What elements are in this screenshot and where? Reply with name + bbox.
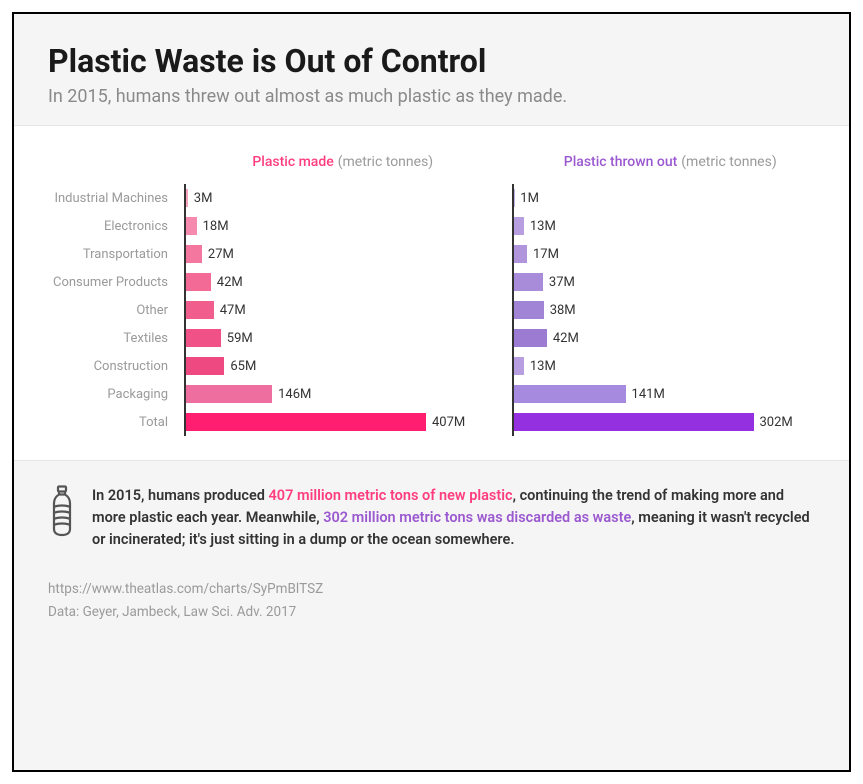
series-name-thrown: Plastic thrown out: [564, 154, 677, 170]
series-units-thrown: (metric tonnes): [681, 154, 776, 170]
category-label: Construction: [34, 352, 174, 380]
bar-value-label: 17M: [533, 247, 559, 262]
source-credit: Data: Geyer, Jambeck, Law Sci. Adv. 2017: [48, 601, 815, 624]
bar-value-label: 3M: [194, 191, 213, 206]
summary-row: In 2015, humans produced 407 million met…: [48, 485, 815, 550]
bar: [514, 217, 524, 235]
header: Plastic Waste is Out of Control In 2015,…: [14, 14, 849, 125]
bar-value-label: 1M: [520, 191, 539, 206]
bar-row: 13M: [514, 212, 830, 240]
category-label: Transportation: [34, 240, 174, 268]
bar: [186, 385, 272, 403]
bar: [186, 413, 426, 431]
category-labels: Industrial MachinesElectronicsTransporta…: [34, 154, 174, 436]
bar: [186, 245, 202, 263]
bottle-icon: [48, 485, 78, 550]
bar-value-label: 65M: [230, 359, 256, 374]
bar: [186, 217, 197, 235]
bar: [514, 329, 547, 347]
bar-value-label: 18M: [203, 219, 229, 234]
bar-row: 407M: [186, 408, 502, 436]
category-label: Electronics: [34, 212, 174, 240]
bar-row: 37M: [514, 268, 830, 296]
chart-thrown: Plastic thrown out (metric tonnes) 1M 13M…: [512, 154, 830, 436]
bar: [186, 301, 214, 319]
bar-value-label: 13M: [530, 219, 556, 234]
bar: [514, 301, 544, 319]
bar-row: 141M: [514, 380, 830, 408]
chart-title-thrown: Plastic thrown out (metric tonnes): [512, 154, 830, 184]
summary-fragment: 302 million metric tons was discarded as…: [323, 509, 631, 526]
bar-value-label: 27M: [208, 247, 234, 262]
bar: [514, 189, 515, 207]
bar: [514, 245, 528, 263]
summary-fragment: 407 million metric tons of new plastic: [269, 487, 513, 504]
summary-fragment: In 2015, humans produced: [92, 487, 269, 504]
bar-value-label: 47M: [220, 303, 246, 318]
bar: [186, 189, 188, 207]
category-label: Total: [34, 408, 174, 436]
source-url: https://www.theatlas.com/charts/SyPmBlTS…: [48, 578, 815, 601]
series-name-made: Plastic made: [252, 154, 333, 170]
bars-made: 3M 18M 27M 42M 47M 59M 65M 146M 407M: [184, 184, 502, 436]
bar: [514, 273, 543, 291]
bar-value-label: 42M: [553, 331, 579, 346]
bar-row: 42M: [186, 268, 502, 296]
bar: [186, 329, 221, 347]
category-label: Textiles: [34, 324, 174, 352]
bar-row: 3M: [186, 184, 502, 212]
bar-row: 27M: [186, 240, 502, 268]
bar-row: 47M: [186, 296, 502, 324]
bar-row: 42M: [514, 324, 830, 352]
bar-row: 38M: [514, 296, 830, 324]
chart-title-made: Plastic made (metric tonnes): [184, 154, 502, 184]
bars-thrown: 1M 13M 17M 37M 38M 42M 13M 141M 302M: [512, 184, 830, 436]
bar-value-label: 38M: [550, 303, 576, 318]
bar-value-label: 13M: [530, 359, 556, 374]
category-label: Industrial Machines: [34, 184, 174, 212]
bar: [514, 385, 626, 403]
bar-row: 302M: [514, 408, 830, 436]
category-label: Consumer Products: [34, 268, 174, 296]
bar: [514, 357, 524, 375]
category-label: Other: [34, 296, 174, 324]
bar: [514, 413, 754, 431]
chart-area: Industrial MachinesElectronicsTransporta…: [14, 125, 849, 461]
bar-row: 1M: [514, 184, 830, 212]
bar-value-label: 141M: [632, 387, 665, 402]
bar-value-label: 42M: [217, 275, 243, 290]
series-units-made: (metric tonnes): [338, 154, 433, 170]
chart-made: Plastic made (metric tonnes) 3M 18M 27M 42M…: [184, 154, 502, 436]
bar-value-label: 407M: [432, 415, 465, 430]
bar-value-label: 146M: [278, 387, 311, 402]
source-block: https://www.theatlas.com/charts/SyPmBlTS…: [48, 578, 815, 624]
summary-text: In 2015, humans produced 407 million met…: [92, 485, 815, 550]
bar-row: 65M: [186, 352, 502, 380]
page-subtitle: In 2015, humans threw out almost as much…: [48, 86, 815, 107]
footer: In 2015, humans produced 407 million met…: [14, 461, 849, 770]
bar-row: 59M: [186, 324, 502, 352]
bar: [186, 357, 224, 375]
bar: [186, 273, 211, 291]
page-title: Plastic Waste is Out of Control: [48, 42, 815, 80]
category-label: Packaging: [34, 380, 174, 408]
bar-row: 13M: [514, 352, 830, 380]
bar-row: 18M: [186, 212, 502, 240]
bar-value-label: 302M: [760, 415, 793, 430]
bar-value-label: 37M: [549, 275, 575, 290]
bar-row: 146M: [186, 380, 502, 408]
infographic-frame: Plastic Waste is Out of Control In 2015,…: [12, 12, 851, 772]
bar-row: 17M: [514, 240, 830, 268]
bar-value-label: 59M: [227, 331, 253, 346]
